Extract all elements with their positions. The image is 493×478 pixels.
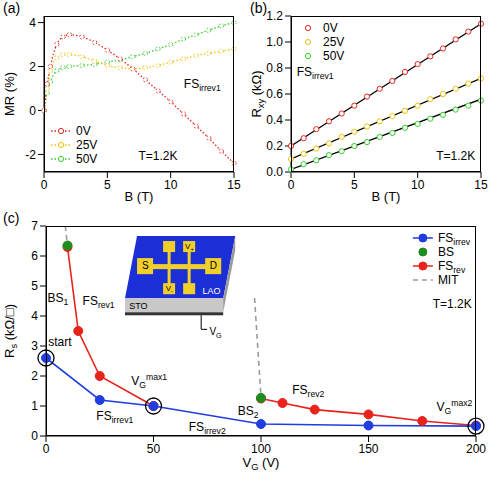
html-text:D: D bbox=[209, 260, 218, 272]
svg-text:2: 2 bbox=[29, 60, 36, 74]
svg-text:5: 5 bbox=[351, 178, 358, 192]
svg-text:3: 3 bbox=[31, 339, 38, 353]
html-text:max2: max2 bbox=[451, 398, 473, 409]
html-text:FSirrev: FSirrev bbox=[437, 231, 470, 247]
html-text:MR (%): MR (%) bbox=[1, 72, 17, 116]
html-text:BS1: BS1 bbox=[47, 291, 69, 307]
svg-text:0: 0 bbox=[288, 178, 295, 192]
html-text:FSirrev2: FSirrev2 bbox=[188, 419, 226, 436]
svg-text:0: 0 bbox=[41, 178, 48, 192]
html-text:T=1.2K: T=1.2K bbox=[138, 149, 178, 164]
svg-text:1.0: 1.0 bbox=[266, 35, 283, 49]
svg-text:200: 200 bbox=[466, 442, 486, 456]
html-text:MIT: MIT bbox=[437, 273, 459, 287]
svg-text:1: 1 bbox=[31, 399, 38, 413]
html-text:50V: 50V bbox=[323, 49, 345, 63]
html-text:BS: BS bbox=[437, 245, 454, 259]
svg-text:5: 5 bbox=[104, 178, 111, 192]
html-text:start: start bbox=[48, 334, 72, 349]
html-text:xy: xy bbox=[255, 98, 266, 109]
html-text:LAO: LAO bbox=[202, 285, 221, 295]
svg-text:100: 100 bbox=[251, 442, 271, 456]
html-text:BS2: BS2 bbox=[237, 404, 259, 421]
html-text:s: s bbox=[8, 343, 19, 349]
html-text:(c): (c) bbox=[3, 210, 20, 226]
html-text:FSrev1: FSrev1 bbox=[82, 294, 115, 310]
svg-text:15: 15 bbox=[227, 178, 241, 192]
svg-text:0.6: 0.6 bbox=[266, 87, 283, 101]
svg-text:4: 4 bbox=[29, 16, 36, 30]
html-text:T=1.2K: T=1.2K bbox=[432, 296, 472, 311]
svg-text:15: 15 bbox=[474, 178, 488, 192]
svg-text:150: 150 bbox=[358, 442, 378, 456]
html-text:25V: 25V bbox=[323, 35, 345, 49]
svg-text:10: 10 bbox=[411, 178, 425, 192]
svg-text:0.0: 0.0 bbox=[266, 165, 283, 179]
svg-text:-2: -2 bbox=[25, 148, 36, 162]
svg-text:0: 0 bbox=[31, 429, 38, 443]
svg-text:10: 10 bbox=[164, 178, 178, 192]
svg-text:0.8: 0.8 bbox=[266, 61, 283, 75]
html-text:B (T): B (T) bbox=[371, 188, 401, 204]
html-text:(b): (b) bbox=[250, 0, 268, 16]
svg-text:1.2: 1.2 bbox=[266, 9, 283, 23]
html-text:25V: 25V bbox=[76, 138, 98, 152]
svg-text:5: 5 bbox=[31, 279, 38, 293]
html-text:FSrev2: FSrev2 bbox=[292, 382, 325, 399]
html-text:FSrev: FSrev bbox=[437, 259, 466, 275]
svg-text:50: 50 bbox=[147, 442, 161, 456]
html-text:FSirrev1: FSirrev1 bbox=[296, 65, 334, 82]
svg-text:6: 6 bbox=[31, 249, 38, 263]
html-text:T=1.2K: T=1.2K bbox=[436, 149, 476, 164]
html-text:VG(V): VG(V) bbox=[242, 454, 280, 472]
html-text:50V: 50V bbox=[76, 152, 98, 166]
html-text:R: R bbox=[248, 108, 264, 118]
svg-text:2: 2 bbox=[31, 369, 38, 383]
html-text:(a): (a) bbox=[3, 0, 21, 16]
html-text:0V: 0V bbox=[323, 21, 338, 35]
svg-text:0: 0 bbox=[43, 442, 50, 456]
svg-text:0.2: 0.2 bbox=[266, 139, 283, 153]
html-text:V+: V+ bbox=[185, 241, 194, 252]
svg-text:0.4: 0.4 bbox=[266, 113, 283, 127]
html-text:VG: VG bbox=[209, 325, 222, 340]
html-text:V-: V- bbox=[165, 284, 173, 294]
html-text:FSirrev1: FSirrev1 bbox=[183, 77, 221, 94]
svg-text:4: 4 bbox=[31, 309, 38, 323]
html-text:VG: VG bbox=[436, 400, 452, 417]
html-text:max1: max1 bbox=[146, 371, 168, 382]
html-text:FSirrev1: FSirrev1 bbox=[96, 409, 134, 426]
html-text:S: S bbox=[142, 260, 149, 272]
html-text:(kΩ): (kΩ) bbox=[248, 70, 264, 99]
html-text:0V: 0V bbox=[76, 124, 91, 138]
svg-text:0: 0 bbox=[29, 104, 36, 118]
svg-text:7: 7 bbox=[31, 219, 38, 233]
html-text:B (T): B (T) bbox=[124, 188, 154, 204]
html-text:(kΩ/□): (kΩ/□) bbox=[1, 304, 17, 344]
html-text:STO: STO bbox=[129, 300, 148, 310]
html-text:VG: VG bbox=[131, 373, 146, 390]
html-text:R: R bbox=[1, 348, 17, 358]
